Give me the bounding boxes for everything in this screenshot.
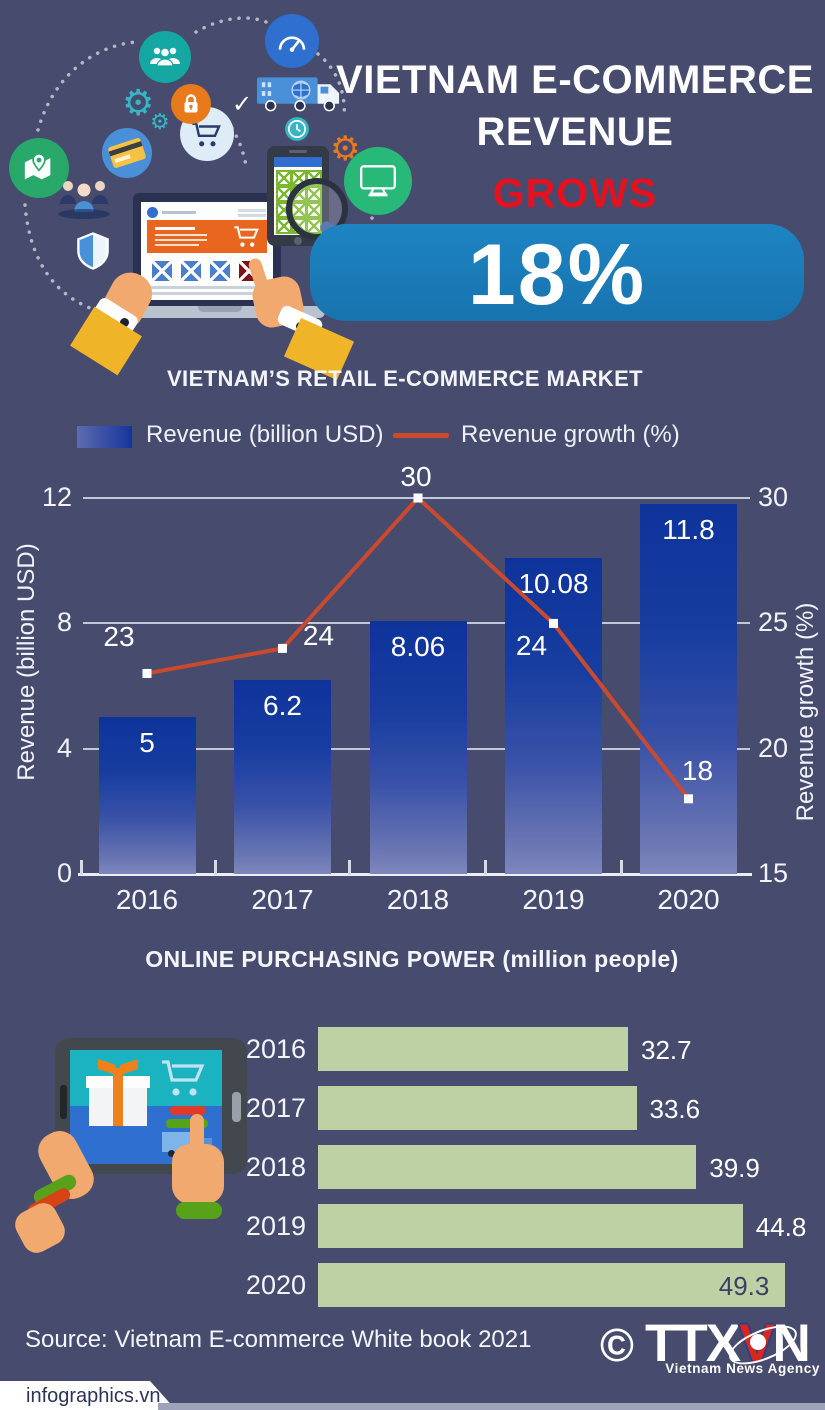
bar-value-label: 44.8 — [755, 1212, 807, 1242]
product-tile-icon — [149, 258, 175, 284]
source-note: Source: Vietnam E-commerce White book 20… — [25, 1326, 532, 1353]
y-left-tick-label: 0 — [56, 858, 72, 888]
people-crowd-icon — [56, 178, 112, 225]
legend-growth-label: Revenue growth (%) — [461, 421, 680, 448]
chart2-title: ONLINE PURCHASING POWER (million people) — [145, 946, 679, 972]
y-right-tick-label: 30 — [758, 482, 789, 512]
growth-point-label: 24 — [302, 620, 335, 652]
gift-box-icon — [86, 1059, 150, 1126]
x-axis-tick — [484, 860, 487, 875]
shield-icon — [76, 232, 110, 275]
purchasing-power-bar — [318, 1145, 697, 1189]
lock-icon — [171, 84, 211, 124]
growth-rate-value: 18% — [467, 227, 647, 323]
credit-card-icon — [102, 128, 152, 178]
gears-icon: ⚙ — [122, 83, 155, 124]
year-label: 2019 — [245, 1211, 306, 1241]
combo-chart: 0 4 8 12 15 20 25 30 5 2016 6.2 2017 8.06 2018 10.08 20… — [41, 461, 789, 915]
gear-small-icon: ⚙ — [150, 110, 170, 135]
map-icon — [9, 138, 69, 198]
purchasing-power-bar — [318, 1263, 786, 1307]
legend-revenue-swatch — [77, 426, 132, 448]
x-category-label: 2020 — [657, 884, 720, 915]
x-category-label: 2016 — [115, 884, 179, 915]
y-right-tick-label: 25 — [758, 607, 789, 638]
title-line-2: REVENUE — [476, 110, 674, 154]
tablet-illustration — [10, 1030, 260, 1270]
growth-point-label: 18 — [681, 754, 714, 786]
year-label: 2018 — [245, 1152, 306, 1182]
growth-point-label: 30 — [400, 461, 432, 492]
customers-group-icon — [139, 31, 191, 83]
year-label: 2020 — [245, 1270, 306, 1300]
bar-value-label: 49.3 — [718, 1271, 770, 1301]
clock-icon — [284, 116, 310, 147]
ttxvn-globe-icon — [750, 1334, 766, 1350]
x-category-label: 2018 — [386, 884, 450, 915]
y-left-tick-label: 8 — [56, 607, 72, 638]
year-label: 2017 — [245, 1093, 306, 1123]
checkmark-icon: ✓ — [232, 91, 253, 118]
cart-banner-icon — [234, 226, 259, 247]
title-line-1: VIETNAM E-COMMERCE — [336, 58, 814, 102]
grows-label: GROWS — [492, 170, 658, 216]
year-label: 2016 — [245, 1034, 306, 1064]
bar-value-label: 39.9 — [709, 1153, 760, 1183]
growth-point-label: 23 — [103, 621, 135, 653]
purchasing-power-bar — [318, 1086, 637, 1130]
site-ribbon — [0, 1381, 176, 1410]
legend-revenue-label: Revenue (billion USD) — [146, 421, 384, 448]
x-axis-tick — [214, 860, 217, 875]
x-axis-tick — [620, 860, 623, 875]
copyright-icon: © — [600, 1319, 634, 1371]
speedometer-icon — [265, 14, 319, 68]
tablet-cart-icon — [162, 1060, 205, 1096]
bar-value-label: 32.7 — [640, 1035, 692, 1065]
purchasing-power-bar — [318, 1027, 628, 1071]
x-category-label: 2019 — [522, 884, 585, 915]
agency-name: Vietnam News Agency — [665, 1361, 820, 1376]
y-right-tick-label: 20 — [758, 732, 789, 763]
x-category-label: 2017 — [251, 884, 314, 915]
purchasing-power-bar — [318, 1204, 743, 1248]
x-axis-line — [78, 873, 752, 876]
growth-banner — [310, 224, 804, 321]
site-name: infographics.vn — [26, 1385, 161, 1407]
bottom-strip — [158, 1403, 825, 1410]
y-right-tick-label: 15 — [758, 858, 789, 888]
bar-value-label: 33.6 — [649, 1094, 701, 1124]
legend-growth-swatch — [393, 433, 449, 438]
growth-point-label: 24 — [515, 630, 548, 662]
x-axis-tick — [80, 860, 83, 875]
chart1-title: VIETNAM’S RETAIL E-COMMERCE MARKET — [166, 366, 643, 391]
x-axis-tick — [348, 860, 351, 875]
y-left-tick-label: 12 — [41, 482, 72, 512]
y-left-tick-label: 4 — [56, 732, 72, 763]
delivery-truck-icon — [256, 74, 342, 119]
product-tile-icon — [207, 258, 233, 284]
product-tile-icon — [178, 258, 204, 284]
monitor-icon — [344, 147, 412, 215]
